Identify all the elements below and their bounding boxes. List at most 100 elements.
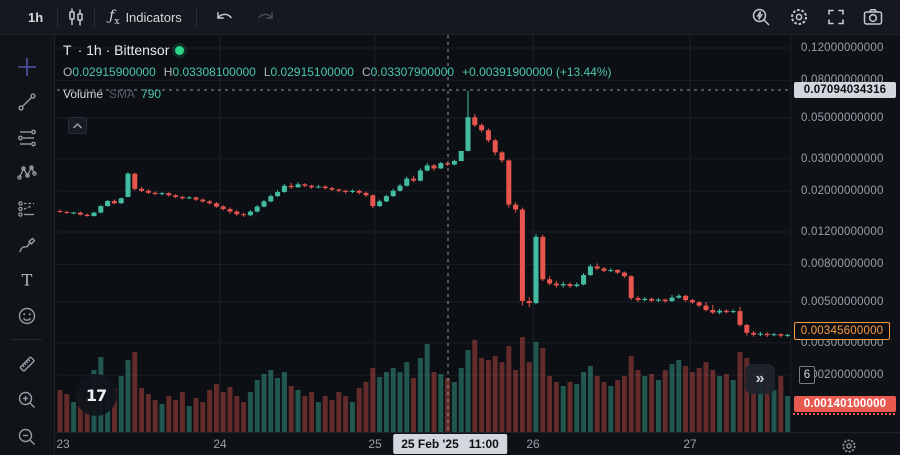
quick-search-icon bbox=[752, 8, 770, 26]
volume-bar bbox=[234, 396, 240, 432]
candle-body bbox=[207, 201, 213, 204]
volume-bar bbox=[125, 360, 131, 432]
crosshair-icon bbox=[18, 57, 36, 76]
tradingview-logo[interactable]: 17 bbox=[74, 373, 118, 422]
volume-bar bbox=[200, 402, 206, 432]
brush-tool-button[interactable] bbox=[8, 227, 46, 263]
volume-bar bbox=[730, 380, 736, 432]
candle-body bbox=[186, 197, 192, 199]
fib-retracement-tool-button[interactable] bbox=[8, 120, 46, 156]
candle-body bbox=[118, 198, 124, 204]
time-tick: 25 bbox=[368, 437, 382, 451]
market-status-dot bbox=[175, 45, 185, 55]
forecast-pattern-tool-button[interactable] bbox=[8, 191, 46, 227]
volume-bar bbox=[574, 384, 580, 432]
volume-bar bbox=[390, 368, 396, 432]
time-tick: 27 bbox=[683, 437, 697, 451]
candle-body bbox=[608, 270, 614, 272]
zoom-in-button[interactable] bbox=[8, 382, 46, 418]
volume-bar bbox=[778, 376, 784, 432]
candle-body bbox=[179, 196, 185, 199]
candle-body bbox=[567, 284, 573, 287]
volume-bar bbox=[377, 377, 383, 432]
symbol-ticker: T bbox=[63, 42, 72, 58]
volume-bar bbox=[785, 396, 790, 432]
candle-body bbox=[601, 268, 607, 271]
legend-collapse-button[interactable] bbox=[68, 117, 87, 134]
volume-bar bbox=[608, 386, 614, 432]
candle-body bbox=[173, 195, 179, 197]
indicators-button[interactable]: ƒx Indicators bbox=[99, 3, 192, 31]
volume-bar bbox=[533, 342, 539, 432]
volume-bar bbox=[492, 356, 498, 432]
candle-body bbox=[703, 305, 709, 311]
fullscreen-button[interactable] bbox=[822, 3, 850, 31]
alert-price-label[interactable]: 0.00345600000 bbox=[794, 322, 890, 341]
settings-button[interactable] bbox=[784, 2, 814, 32]
time-tick: 23 bbox=[56, 437, 70, 451]
price-axis[interactable]: 0.12000000000 0.08000000000 0.05000000000 0… bbox=[790, 35, 900, 432]
text-tool-button[interactable]: T bbox=[8, 262, 46, 298]
candle-body bbox=[309, 185, 315, 188]
volume-bar bbox=[77, 392, 83, 432]
crosshair-tool-button[interactable] bbox=[8, 49, 46, 85]
xabcd-pattern-tool-button[interactable] bbox=[8, 156, 46, 192]
gear-icon bbox=[842, 439, 856, 453]
crosshair-time-label: 25 Feb '25 11:00 bbox=[393, 434, 507, 454]
undo-button[interactable] bbox=[209, 5, 239, 29]
volume-bar bbox=[445, 378, 451, 432]
candle-body bbox=[581, 275, 587, 285]
chart-type-button[interactable] bbox=[62, 2, 90, 32]
trend-line-tool-button[interactable] bbox=[8, 85, 46, 121]
candle-body bbox=[247, 211, 253, 216]
time-tick: 26 bbox=[526, 437, 540, 451]
candle-body bbox=[322, 186, 328, 189]
price-tick: 0.00200000000 bbox=[801, 369, 884, 382]
candle-body bbox=[751, 332, 757, 335]
candle-body bbox=[275, 191, 281, 197]
symbol-title[interactable]: T · 1h · Bittensor bbox=[63, 43, 612, 57]
volume-bar bbox=[145, 394, 151, 432]
volume-bar bbox=[159, 404, 165, 432]
candle-body bbox=[533, 236, 539, 304]
sma-label: SMA bbox=[109, 87, 136, 101]
candle-body bbox=[472, 117, 478, 126]
candle-body bbox=[397, 185, 403, 191]
scroll-to-realtime-button[interactable]: » bbox=[745, 364, 775, 394]
candlestick-plot[interactable] bbox=[57, 35, 790, 432]
volume-bar bbox=[540, 348, 546, 432]
timezone-settings-button[interactable] bbox=[838, 435, 860, 455]
volume-bar bbox=[764, 382, 770, 432]
timeframe-button[interactable]: 1h bbox=[18, 3, 53, 31]
zoom-in-icon bbox=[18, 391, 35, 408]
candle-body bbox=[424, 165, 430, 171]
volume-bar bbox=[336, 392, 342, 432]
quick-search-button[interactable] bbox=[746, 2, 776, 32]
candle-body bbox=[132, 173, 138, 189]
bar-countdown-label: 6 bbox=[799, 366, 815, 385]
emoji-icon bbox=[18, 307, 36, 324]
chart-area[interactable]: T · 1h · Bittensor O0.02915900000 H0.0330… bbox=[57, 35, 790, 432]
volume-legend[interactable]: Volume SMA 790 bbox=[63, 88, 612, 100]
time-axis[interactable]: 23 24 25 26 27 25 Feb '25 11:00 bbox=[55, 432, 900, 455]
volume-bar bbox=[587, 366, 593, 432]
volume-bar bbox=[220, 392, 226, 432]
camera-button[interactable] bbox=[858, 3, 888, 31]
price-tick: 0.05000000000 bbox=[801, 111, 884, 124]
volume-bar bbox=[288, 386, 294, 432]
volume-bar bbox=[547, 376, 553, 432]
volume-bar bbox=[417, 358, 423, 432]
volume-bar bbox=[193, 398, 199, 432]
candle-body bbox=[649, 298, 655, 301]
emoji-tool-button[interactable] bbox=[8, 298, 46, 334]
zoom-out-button[interactable] bbox=[8, 419, 46, 455]
candle-body bbox=[84, 214, 90, 217]
volume-bars bbox=[57, 337, 790, 432]
candle-body bbox=[349, 190, 355, 192]
candle-body bbox=[200, 199, 206, 202]
volume-bar bbox=[71, 402, 77, 432]
redo-button[interactable] bbox=[251, 5, 281, 29]
volume-bar bbox=[472, 340, 478, 432]
measure-tool-button[interactable] bbox=[8, 346, 46, 382]
candle-body bbox=[213, 203, 219, 207]
